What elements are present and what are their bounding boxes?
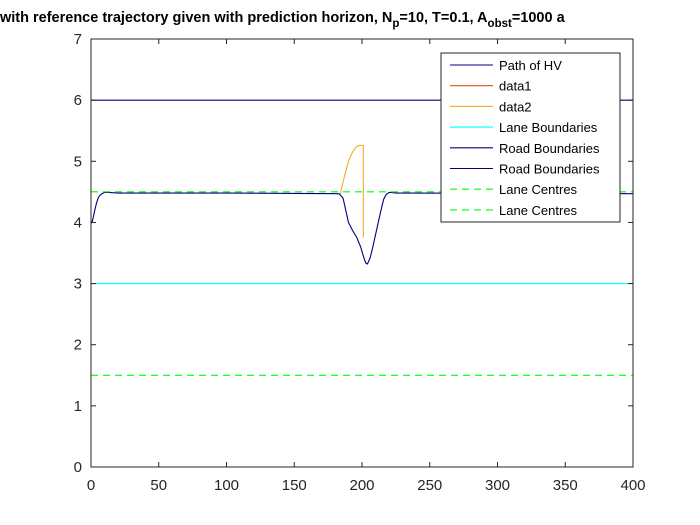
y-tick-label: 6 <box>74 92 82 109</box>
x-tick-label: 100 <box>214 477 239 494</box>
title-segment: =1000 a <box>512 10 566 26</box>
x-tick-label: 0 <box>87 477 95 494</box>
y-tick-label: 2 <box>74 337 82 354</box>
x-tick-label: 250 <box>417 477 442 494</box>
legend-box <box>440 52 621 223</box>
legend-label: Path of HV <box>499 58 562 73</box>
y-tick-label: 1 <box>74 398 82 415</box>
y-tick-label: 7 <box>74 31 82 48</box>
axes: 0 50 100 150 200 250 300 350 400 0 1 2 3 4 5 6 7 <box>74 31 646 494</box>
legend-label: data2 <box>499 99 532 114</box>
title-segment: =10, T=0.1, A <box>399 10 488 26</box>
x-tick-label: 300 <box>485 477 510 494</box>
title-segment: p <box>392 18 399 30</box>
x-tick-label: 400 <box>620 477 645 494</box>
title-segment: obst <box>488 18 512 30</box>
x-tick-label: 350 <box>553 477 578 494</box>
title-segment: with reference trajectory given with pre… <box>0 10 392 26</box>
legend: Path of HV data1 data2 Lane Boundaries Road … <box>440 52 621 223</box>
y-tick-label: 5 <box>74 153 82 170</box>
y-tick-label: 3 <box>74 276 82 293</box>
series-line-path-of-hv <box>90 191 634 265</box>
legend-label: Road Boundaries <box>499 162 600 177</box>
legend-label: Lane Centres <box>499 203 578 218</box>
legend-label: Lane Centres <box>499 182 578 197</box>
y-tick-label: 0 <box>74 459 82 476</box>
y-tick-label: 4 <box>74 214 82 231</box>
legend-label: Lane Boundaries <box>499 120 598 135</box>
legend-label: Road Boundaries <box>499 141 600 156</box>
x-tick-label: 150 <box>282 477 307 494</box>
legend-label: data1 <box>499 79 532 94</box>
series-layer <box>90 99 634 468</box>
chart-title: with reference trajectory given with pre… <box>0 10 566 30</box>
x-tick-label: 50 <box>150 477 167 494</box>
series-line-data2 <box>339 144 364 238</box>
x-tick-label: 200 <box>349 477 374 494</box>
